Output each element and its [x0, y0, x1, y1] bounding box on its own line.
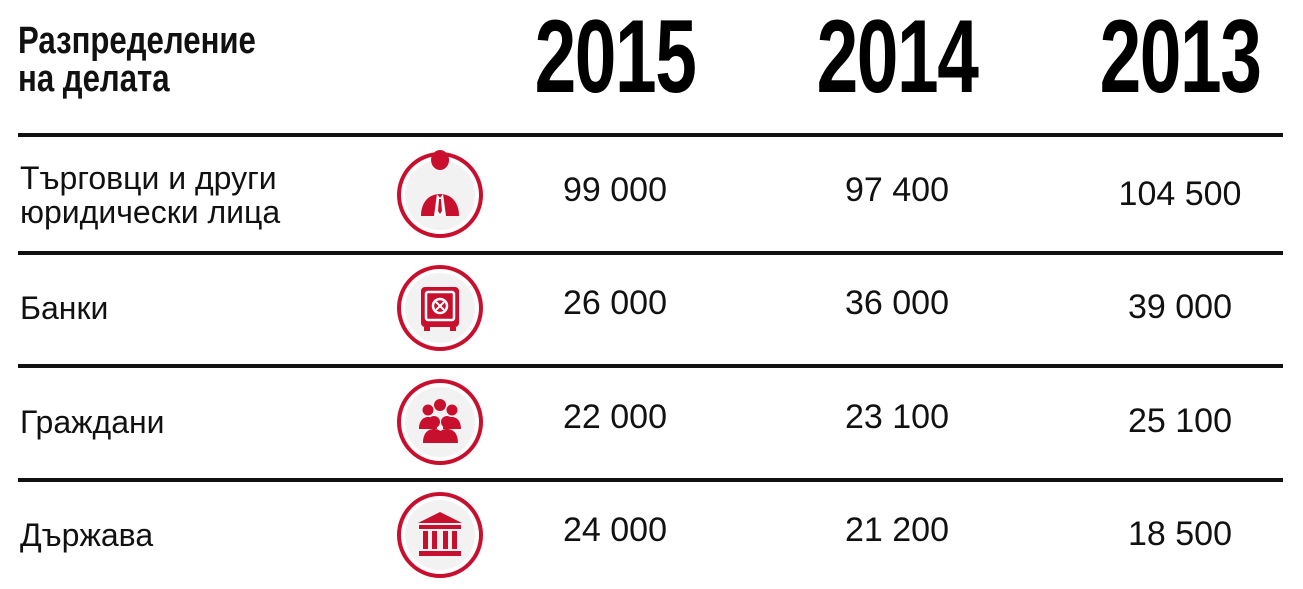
cell-value: 36 000: [845, 284, 949, 322]
cell-value: 24 000: [563, 511, 667, 549]
row-label-line: Търговци и други: [20, 160, 277, 196]
title-line: на делата: [18, 58, 170, 100]
cell-value: 39 000: [1128, 288, 1232, 326]
cell-value: 26 000: [563, 284, 667, 322]
row-label: Граждани: [20, 405, 165, 439]
title: Разпределение на делата: [18, 22, 256, 98]
row-divider: [18, 478, 1283, 482]
cell-value: 18 500: [1128, 515, 1232, 553]
row-divider: [18, 364, 1283, 368]
icon: [397, 492, 483, 578]
row-label-line: Банки: [20, 290, 109, 326]
cell-value: 21 200: [845, 511, 949, 549]
row-icon: [395, 377, 485, 467]
cell-value: 104 500: [1118, 175, 1242, 213]
column-header: 2015: [534, 0, 697, 115]
row-icon: [395, 150, 485, 240]
row-label: Търговци и други юридически лица: [20, 161, 280, 229]
cell-value: 23 100: [845, 398, 949, 436]
cell-value: 22 000: [563, 398, 667, 436]
row-icon: [395, 490, 485, 580]
column-header: 2013: [1099, 0, 1262, 115]
title-line: Разпределение: [18, 20, 256, 62]
row-label-line: Държава: [20, 517, 154, 553]
row-divider: [18, 133, 1283, 137]
cell-value: 99 000: [563, 171, 667, 209]
row-icon: [395, 263, 485, 353]
cell-value: 97 400: [845, 171, 949, 209]
icon: [397, 150, 483, 238]
icon: [397, 265, 483, 351]
icon: [397, 379, 483, 465]
row-label: Държава: [20, 518, 153, 552]
row-label: Банки: [20, 291, 108, 325]
column-header: 2014: [816, 0, 979, 115]
row-divider: [18, 251, 1283, 255]
row-label-line: Граждани: [20, 404, 165, 440]
row-label-line: юридически лица: [20, 194, 281, 230]
cell-value: 25 100: [1128, 402, 1232, 440]
